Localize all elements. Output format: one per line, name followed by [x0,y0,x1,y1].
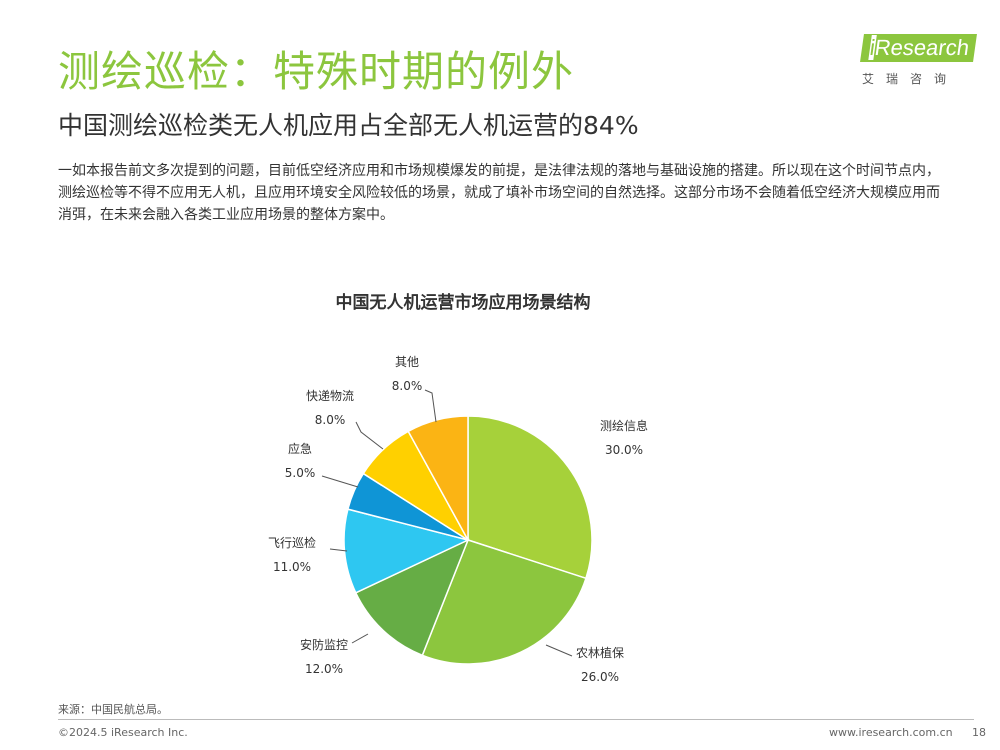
leader-line-2 [545,644,573,657]
slice-value-4: 11.0% [273,560,311,574]
slice-value-3: 12.0% [305,662,343,676]
logo-subtitle: 艾瑞咨询 [862,72,959,86]
chart-title: 中国无人机运营市场应用场景结构 [335,293,591,313]
slice-value-6: 8.0% [315,413,346,427]
slice-value-1: 30.0% [605,443,643,457]
page-title: 测绘巡检：特殊时期的例外 [58,47,575,96]
slice-label-7: 其他 [395,355,419,369]
leader-line-6 [355,421,384,450]
slice-label-3: 安防监控 [300,637,348,652]
slice-value-5: 5.0% [285,466,316,480]
iresearch-logo: iResearch 艾瑞咨询 [858,34,978,90]
leader-line-7 [424,389,437,423]
leader-line-5 [321,475,359,488]
page-subtitle: 中国测绘巡检类无人机应用占全部无人机运营的84% [58,111,639,140]
pie-slice-7 [407,415,469,541]
slice-label-2: 农林植保 [576,645,624,660]
slice-label-6: 快递物流 [306,389,354,403]
leader-line-3 [351,633,369,644]
copyright: ©2024.5 iResearch Inc. [58,726,188,739]
slice-label-1: 测绘信息 [600,418,648,433]
slice-label-4: 飞行巡检 [268,535,316,550]
source-note: 来源：中国民航总局。 [58,703,168,716]
pie-slice-4 [343,508,471,594]
pie-slice-2 [421,539,587,665]
leader-line-4 [329,548,348,552]
pie-slice-3 [354,538,470,657]
slice-value-2: 26.0% [581,670,619,684]
footer-divider [58,719,974,720]
slice-value-7: 8.0% [392,379,423,393]
intro-paragraph: 一如本报告前文多次提到的问题，目前低空经济应用和市场规模爆发的前提，是法律法规的… [58,163,940,223]
slice-label-5: 应急 [288,441,312,456]
pie-slice-1 [467,415,593,580]
website-link[interactable]: www.iresearch.com.cn [829,726,953,739]
page-number: 18 [972,726,986,739]
